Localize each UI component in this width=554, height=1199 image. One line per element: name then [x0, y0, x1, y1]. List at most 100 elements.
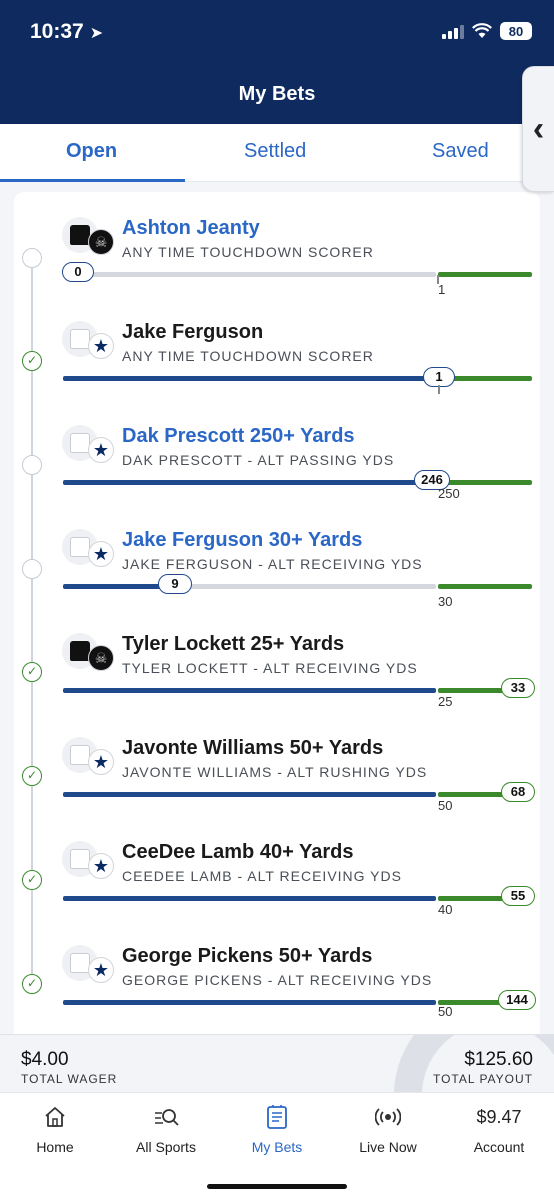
raiders-logo-icon: ☠: [88, 645, 114, 671]
cellular-signal-icon: [442, 23, 464, 39]
jersey-icon: [62, 321, 98, 357]
team-logos: ★: [62, 321, 118, 359]
target-zone: [438, 480, 532, 485]
progress-track: [70, 272, 436, 277]
bet-leg[interactable]: ☠ Ashton Jeanty ANY TIME TOUCHDOWN SCORE…: [0, 217, 554, 321]
check-circle-icon: ✓: [22, 351, 42, 371]
target-value: 40: [438, 902, 453, 917]
progress-value: 1: [423, 367, 455, 387]
cowboys-star-icon: ★: [88, 749, 114, 775]
bet-leg[interactable]: ★ Dak Prescott 250+ Yards DAK PRESCOTT -…: [0, 425, 554, 529]
side-panel-handle[interactable]: ‹: [522, 66, 554, 192]
tab-saved[interactable]: Saved: [432, 140, 489, 162]
bet-leg[interactable]: ✓ ★ Jake Ferguson ANY TIME TOUCHDOWN SCO…: [0, 321, 554, 425]
target-value: 30: [438, 594, 453, 609]
nav-my-bets[interactable]: My Bets: [222, 1093, 332, 1173]
target-tick: [438, 385, 440, 394]
leg-market: CEEDEE LAMB - ALT RECEIVING YDS: [122, 868, 402, 884]
target-zone: [438, 272, 532, 277]
team-logos: ☠: [62, 217, 118, 255]
page-title: My Bets: [238, 83, 316, 105]
leg-title: Ashton Jeanty: [122, 217, 260, 239]
status-bar-time: 10:37 ➤: [30, 20, 104, 43]
check-circle-icon: ✓: [22, 870, 42, 890]
progress-value: 33: [501, 678, 535, 698]
leg-market: DAK PRESCOTT - ALT PASSING YDS: [122, 452, 395, 468]
cowboys-star-icon: ★: [88, 541, 114, 567]
bet-leg[interactable]: ★ Jake Ferguson 30+ Yards JAKE FERGUSON …: [0, 529, 554, 633]
parlay-card: [14, 192, 540, 1034]
cowboys-star-icon: ★: [88, 957, 114, 983]
target-zone: [438, 1000, 502, 1005]
check-circle-icon: ✓: [22, 662, 42, 682]
progress-value: 55: [501, 886, 535, 906]
account-balance: $9.47: [476, 1106, 522, 1127]
total-payout-label: TOTAL PAYOUT: [432, 1072, 533, 1086]
bet-list-area[interactable]: [0, 182, 554, 1034]
team-logos: ★: [62, 425, 118, 463]
total-payout-amount: $125.60: [464, 1049, 533, 1070]
progress-bar: [63, 688, 436, 693]
nav-all-sports-label: All Sports: [136, 1139, 196, 1155]
tab-open[interactable]: Open: [66, 140, 118, 162]
leg-title: Tyler Lockett 25+ Yards: [122, 633, 345, 655]
total-wager-amount: $4.00: [21, 1049, 69, 1070]
leg-title: George Pickens 50+ Yards: [122, 945, 373, 967]
leg-market: TYLER LOCKETT - ALT RECEIVING YDS: [122, 660, 418, 676]
target-value: 1: [438, 282, 446, 297]
tab-settled[interactable]: Settled: [244, 140, 307, 162]
progress-bar: [63, 1000, 436, 1005]
target-zone: [438, 376, 532, 381]
account-balance-wrapper: $9.47: [444, 1103, 554, 1131]
nav-home[interactable]: Home: [0, 1093, 110, 1173]
progress-value: 0: [62, 262, 94, 282]
timeline-line: [31, 258, 33, 984]
team-logos: ★: [62, 841, 118, 879]
progress-value: 144: [498, 990, 536, 1010]
nav-live-now-label: Live Now: [359, 1139, 417, 1155]
progress-bar: [63, 480, 436, 485]
live-broadcast-icon: [333, 1103, 443, 1131]
target-value: 50: [438, 798, 453, 813]
nav-all-sports[interactable]: All Sports: [111, 1093, 221, 1173]
leg-title: Javonte Williams 50+ Yards: [122, 737, 384, 759]
leg-market: ANY TIME TOUCHDOWN SCORER: [122, 244, 374, 260]
target-value: 250: [438, 486, 460, 501]
nav-my-bets-label: My Bets: [251, 1139, 303, 1155]
progress-value: 246: [414, 470, 450, 490]
target-value: 50: [438, 1004, 453, 1019]
search-list-icon: [111, 1103, 221, 1131]
progress-value: 68: [501, 782, 535, 802]
cowboys-star-icon: ★: [88, 437, 114, 463]
team-logos: ★: [62, 737, 118, 775]
battery-icon: 80: [500, 22, 532, 40]
bet-totals-bar: $4.00 TOTAL WAGER $125.60 TOTAL PAYOUT: [0, 1034, 554, 1092]
wifi-icon: [472, 23, 492, 38]
nav-account-label: Account: [473, 1139, 525, 1155]
bet-leg[interactable]: ✓ ★ CeeDee Lamb 40+ Yards CEEDEE LAMB - …: [0, 841, 554, 945]
check-circle-icon: ✓: [22, 766, 42, 786]
target-tick: [437, 275, 439, 284]
nav-account[interactable]: $9.47 Account: [444, 1093, 554, 1173]
cowboys-star-icon: ★: [88, 333, 114, 359]
leg-title: CeeDee Lamb 40+ Yards: [122, 841, 354, 863]
target-zone: [438, 896, 504, 901]
pending-status-icon: [22, 248, 42, 268]
leg-market: GEORGE PICKENS - ALT RECEIVING YDS: [122, 972, 433, 988]
target-zone: [438, 584, 532, 589]
leg-market: JAVONTE WILLIAMS - ALT RUSHING YDS: [122, 764, 428, 780]
progress-value: 9: [158, 574, 192, 594]
pending-status-icon: [22, 455, 42, 475]
progress-track: [163, 584, 436, 589]
team-logos: ☠: [62, 633, 118, 671]
bet-leg[interactable]: ✓ ★ George Pickens 50+ Yards GEORGE PICK…: [0, 945, 554, 1049]
progress-bar: [63, 792, 436, 797]
target-value: 25: [438, 694, 453, 709]
target-zone: [438, 792, 504, 797]
bet-leg[interactable]: ✓ ★ Javonte Williams 50+ Yards JAVONTE W…: [0, 737, 554, 841]
bottom-navigation: Home All Sports My Bets Live Now $9.47 A…: [0, 1092, 554, 1199]
battery-level: 80: [508, 23, 524, 39]
bet-leg[interactable]: ✓ ☠ Tyler Lockett 25+ Yards TYLER LOCKET…: [0, 633, 554, 737]
home-indicator: [207, 1184, 347, 1189]
nav-live-now[interactable]: Live Now: [333, 1093, 443, 1173]
